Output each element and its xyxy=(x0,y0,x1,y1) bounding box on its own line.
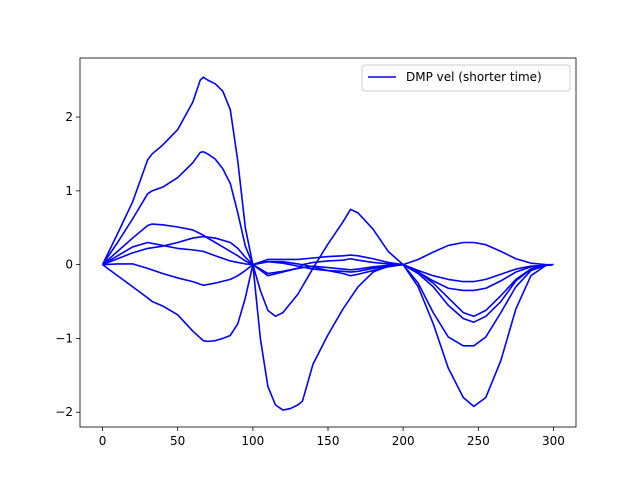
y-tick-label: −1 xyxy=(55,331,73,345)
x-tick-label: 0 xyxy=(99,434,107,448)
x-tick-label: 200 xyxy=(392,434,415,448)
series-line-6 xyxy=(102,260,554,292)
legend: DMP vel (shorter time) xyxy=(361,64,571,92)
legend-label: DMP vel (shorter time) xyxy=(406,70,542,84)
x-tick-label: 50 xyxy=(170,434,185,448)
x-tick-label: 150 xyxy=(317,434,340,448)
x-tick-label: 250 xyxy=(467,434,490,448)
x-tick-label: 300 xyxy=(542,434,565,448)
legend-box xyxy=(361,64,571,92)
y-tick-label: 2 xyxy=(65,110,73,124)
series-line-5 xyxy=(102,235,554,283)
y-axis: −2 −1 0 1 2 xyxy=(55,110,80,419)
y-tick-label: −2 xyxy=(55,405,73,419)
y-tick-label: 0 xyxy=(65,258,73,272)
series-line-7 xyxy=(102,263,554,411)
x-tick-label: 100 xyxy=(241,434,264,448)
series-line-2 xyxy=(101,150,554,318)
series-line-3 xyxy=(102,208,554,347)
y-tick-label: 1 xyxy=(65,184,73,198)
x-axis: 0 50 100 150 200 250 300 xyxy=(99,427,565,448)
series-lines xyxy=(101,76,554,411)
